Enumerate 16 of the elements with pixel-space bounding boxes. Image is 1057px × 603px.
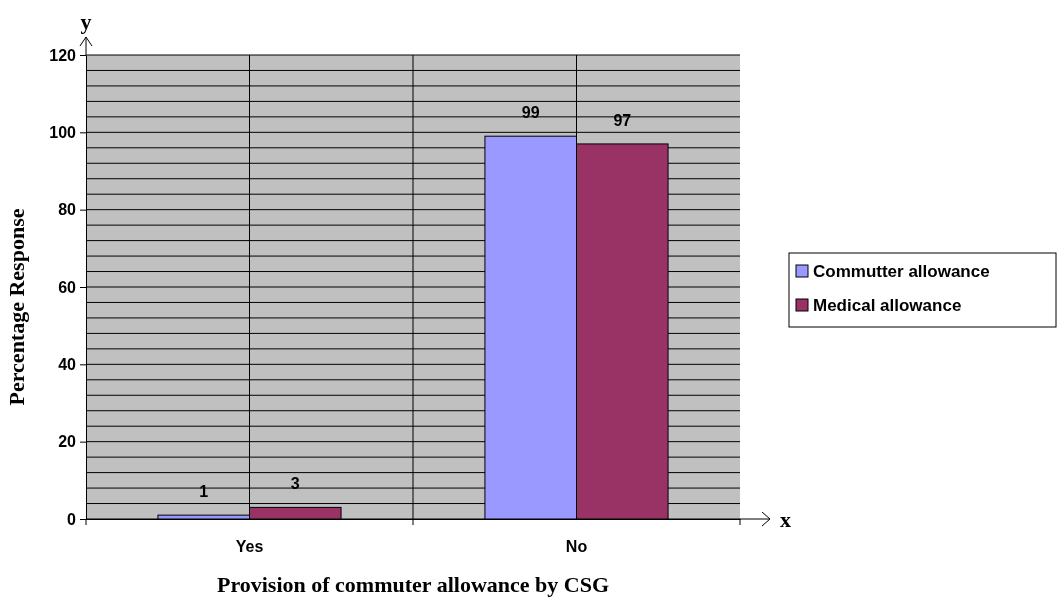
y-tick-label: 100 — [49, 123, 77, 141]
x-tick-label: No — [565, 538, 588, 556]
text: x — [780, 507, 791, 532]
y-axis-title: Percentage Response — [4, 208, 29, 406]
legend-label: Medical allowance — [813, 296, 962, 315]
data-label: 97 — [613, 111, 632, 129]
y-tick-label: 20 — [58, 433, 77, 451]
y-tick-label: 60 — [58, 278, 77, 296]
y-tick-label: 40 — [58, 355, 77, 373]
text: y — [80, 9, 92, 34]
y-tick-label: 0 — [67, 510, 77, 528]
x-tick-label: Yes — [235, 538, 264, 556]
y-tick-label: 120 — [49, 46, 77, 64]
legend-label: Commutter allowance — [813, 262, 990, 281]
x-axis-title: Provision of commuter allowance by CSG — [216, 572, 610, 597]
y-tick-label: 80 — [58, 201, 77, 219]
